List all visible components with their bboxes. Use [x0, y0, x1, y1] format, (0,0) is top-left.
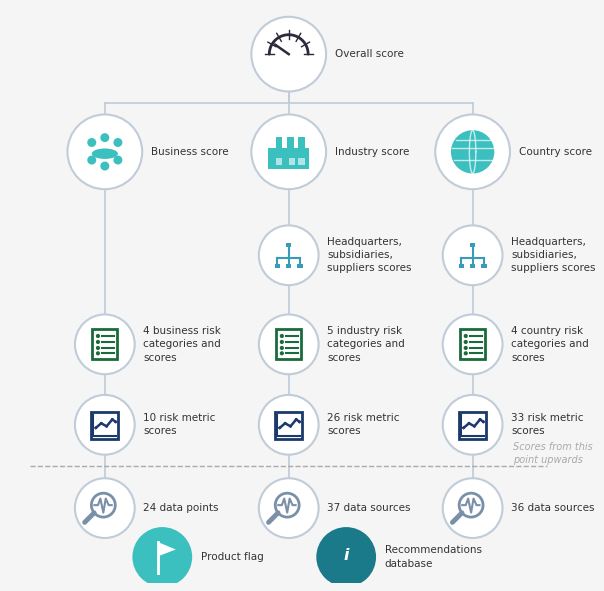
FancyBboxPatch shape [286, 243, 291, 247]
Circle shape [259, 395, 318, 454]
Polygon shape [158, 542, 176, 556]
Circle shape [473, 425, 476, 428]
Text: Headquarters,
subsidiaries,
suppliers scores: Headquarters, subsidiaries, suppliers sc… [327, 237, 412, 274]
Circle shape [87, 155, 96, 164]
Circle shape [478, 418, 481, 421]
Circle shape [451, 130, 494, 174]
FancyBboxPatch shape [297, 264, 303, 268]
Circle shape [251, 115, 326, 189]
Circle shape [467, 422, 471, 425]
Circle shape [75, 314, 135, 374]
Text: Industry score: Industry score [335, 147, 409, 157]
Text: Country score: Country score [519, 147, 591, 157]
FancyBboxPatch shape [470, 264, 475, 268]
FancyBboxPatch shape [275, 264, 280, 268]
Circle shape [259, 478, 318, 538]
Text: 37 data sources: 37 data sources [327, 503, 411, 513]
Circle shape [464, 340, 468, 344]
Text: 4 country risk
categories and
scores: 4 country risk categories and scores [511, 326, 589, 362]
FancyBboxPatch shape [481, 264, 487, 268]
Circle shape [443, 225, 503, 285]
Circle shape [94, 426, 97, 429]
FancyBboxPatch shape [298, 158, 305, 165]
Circle shape [111, 418, 114, 421]
FancyBboxPatch shape [470, 243, 475, 247]
Circle shape [298, 420, 301, 423]
Circle shape [464, 334, 468, 338]
Circle shape [132, 527, 192, 587]
Text: 33 risk metric
scores: 33 risk metric scores [511, 413, 583, 436]
FancyBboxPatch shape [268, 148, 309, 168]
Circle shape [100, 161, 109, 171]
Text: 10 risk metric
scores: 10 risk metric scores [143, 413, 216, 436]
Circle shape [100, 422, 103, 425]
Circle shape [105, 425, 108, 428]
Text: 5 industry risk
categories and
scores: 5 industry risk categories and scores [327, 326, 405, 362]
Circle shape [75, 395, 135, 454]
Circle shape [114, 420, 117, 423]
Circle shape [316, 527, 376, 587]
Circle shape [462, 426, 465, 429]
Circle shape [251, 17, 326, 92]
Circle shape [114, 155, 123, 164]
Circle shape [96, 346, 100, 350]
FancyBboxPatch shape [275, 137, 282, 148]
Text: 4 business risk
categories and
scores: 4 business risk categories and scores [143, 326, 221, 362]
Text: Business score: Business score [151, 147, 228, 157]
Text: Product flag: Product flag [201, 552, 263, 562]
Circle shape [280, 351, 284, 355]
Text: i: i [344, 548, 349, 563]
FancyBboxPatch shape [289, 158, 295, 165]
Text: 24 data points: 24 data points [143, 503, 219, 513]
Circle shape [96, 334, 100, 338]
Circle shape [443, 395, 503, 454]
Circle shape [96, 340, 100, 344]
FancyBboxPatch shape [287, 137, 294, 148]
Circle shape [259, 314, 318, 374]
Circle shape [75, 478, 135, 538]
Text: Scores from this
point upwards: Scores from this point upwards [513, 442, 593, 465]
Text: 36 data sources: 36 data sources [511, 503, 594, 513]
Text: 26 risk metric
scores: 26 risk metric scores [327, 413, 400, 436]
Circle shape [114, 138, 123, 147]
Circle shape [284, 422, 287, 425]
Circle shape [278, 426, 281, 429]
Circle shape [280, 334, 284, 338]
Text: Overall score: Overall score [335, 49, 403, 59]
Circle shape [87, 138, 96, 147]
Circle shape [443, 314, 503, 374]
FancyBboxPatch shape [275, 158, 282, 165]
Circle shape [443, 478, 503, 538]
FancyBboxPatch shape [458, 264, 464, 268]
FancyBboxPatch shape [286, 264, 291, 268]
Circle shape [464, 351, 468, 355]
Circle shape [68, 115, 142, 189]
Circle shape [100, 133, 109, 142]
Circle shape [482, 420, 485, 423]
Circle shape [280, 346, 284, 350]
Circle shape [289, 425, 292, 428]
Ellipse shape [92, 148, 118, 159]
Text: Recommendations
database: Recommendations database [385, 545, 481, 569]
FancyBboxPatch shape [298, 137, 305, 148]
Circle shape [435, 115, 510, 189]
Circle shape [259, 225, 318, 285]
Circle shape [280, 340, 284, 344]
Circle shape [464, 346, 468, 350]
Circle shape [295, 418, 298, 421]
Circle shape [96, 351, 100, 355]
Text: Headquarters,
subsidiaries,
suppliers scores: Headquarters, subsidiaries, suppliers sc… [511, 237, 596, 274]
